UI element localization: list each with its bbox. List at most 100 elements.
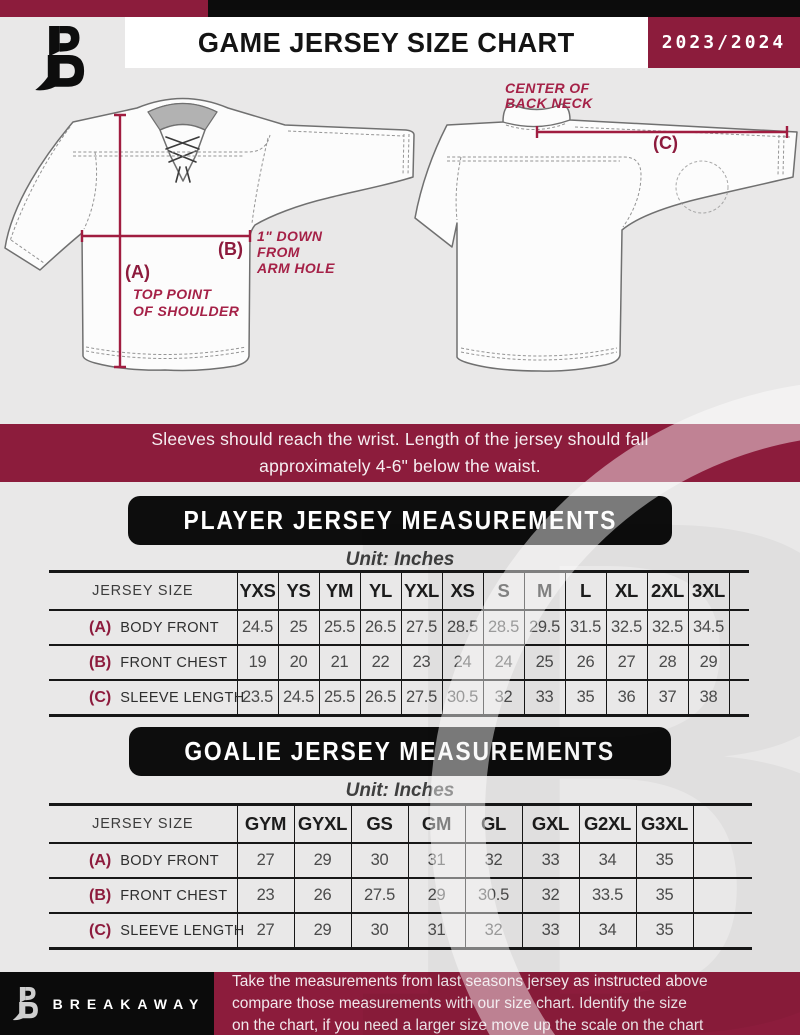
value-cell: 29 — [293, 843, 351, 879]
player-section-header: PLAYER JERSEY MEASUREMENTS Unit: Inches — [0, 496, 800, 571]
value-cell: 25.5 — [318, 610, 360, 646]
top-point-note-line2: OF SHOULDER — [133, 303, 240, 319]
value-cell: 20 — [277, 645, 319, 681]
value-cell: 24 — [441, 645, 483, 681]
size-col-header: XL — [605, 570, 647, 611]
value-cell: 27 — [236, 913, 294, 950]
back-jersey-illustration — [414, 103, 798, 372]
goalie-section-banner: GOALIE JERSEY MEASUREMENTS — [129, 727, 671, 776]
footer-brand-box: BREAKAWAY — [0, 972, 214, 1035]
empty-cell — [692, 843, 752, 879]
value-cell: 29 — [407, 878, 465, 914]
row-label: (B) FRONT CHEST — [49, 878, 237, 914]
value-cell: 25.5 — [318, 680, 360, 717]
empty-cell — [728, 645, 749, 681]
player-section-title: PLAYER JERSEY MEASUREMENTS — [183, 505, 617, 535]
player-size-table: JERSEY SIZE YXS YS YM YL YXL XS S M L XL… — [49, 570, 749, 717]
size-col-header: YS — [277, 570, 319, 611]
top-strip-black — [208, 0, 800, 17]
footer: BREAKAWAY Take the measurements from las… — [0, 972, 800, 1035]
size-col-header: GL — [464, 803, 522, 844]
value-cell: 26 — [293, 878, 351, 914]
value-cell: 28.5 — [441, 610, 483, 646]
value-cell: 34 — [578, 843, 636, 879]
measure-key: (B) — [89, 653, 112, 671]
value-cell: 25 — [523, 645, 565, 681]
measure-label-c: (C) — [653, 133, 678, 153]
size-col-header: GM — [407, 803, 465, 844]
measure-name: SLEEVE LENGTH — [120, 922, 245, 939]
breakaway-b-logo — [35, 26, 85, 91]
value-cell: 19 — [236, 645, 278, 681]
value-cell: 30 — [350, 913, 408, 950]
size-col-header: YM — [318, 570, 360, 611]
value-cell: 29.5 — [523, 610, 565, 646]
breakaway-b-logo-small — [12, 986, 38, 1020]
value-cell: 27 — [605, 645, 647, 681]
value-cell: 32 — [482, 680, 524, 717]
page-title: GAME JERSEY SIZE CHART — [198, 26, 575, 58]
arm-hole-note-line1: 1" DOWN — [257, 228, 323, 244]
size-col-header: XS — [441, 570, 483, 611]
value-cell: 26.5 — [359, 610, 401, 646]
goalie-section-title: GOALIE JERSEY MEASUREMENTS — [184, 736, 616, 766]
row-label: (A) BODY FRONT — [49, 610, 237, 646]
top-strip-maroon — [0, 0, 208, 17]
brand-name: BREAKAWAY — [52, 995, 206, 1012]
value-cell: 31 — [407, 843, 465, 879]
footer-line1: Take the measurements from last seasons … — [232, 972, 708, 990]
season-badge: 2023/2024 — [648, 17, 800, 68]
back-neck-note-line2: BACK NECK — [505, 95, 593, 111]
fit-notice-line2: approximately 4-6" below the waist. — [259, 456, 541, 476]
empty-cell — [728, 570, 749, 611]
value-cell: 28.5 — [482, 610, 524, 646]
empty-cell — [692, 878, 752, 914]
measure-name: SLEEVE LENGTH — [120, 689, 245, 706]
value-cell: 32.5 — [646, 610, 688, 646]
value-cell: 35 — [635, 843, 693, 879]
empty-cell — [692, 913, 752, 950]
value-cell: 35 — [635, 878, 693, 914]
top-point-note-line1: TOP POINT — [133, 286, 212, 302]
size-col-header: 2XL — [646, 570, 688, 611]
measure-name: BODY FRONT — [120, 852, 220, 869]
fit-notice-banner: Sleeves should reach the wrist. Length o… — [0, 424, 800, 482]
goalie-unit-label: Unit: Inches — [345, 780, 455, 801]
empty-cell — [728, 680, 749, 717]
back-neck-note-line1: CENTER OF — [505, 80, 590, 96]
value-cell: 36 — [605, 680, 647, 717]
table-row: (C) SLEEVE LENGTH 27 29 30 31 32 33 34 35 — [49, 913, 752, 950]
value-cell: 37 — [646, 680, 688, 717]
empty-cell — [728, 610, 749, 646]
measure-key: (C) — [89, 921, 112, 939]
front-jersey-illustration — [4, 97, 415, 372]
size-col-header: GXL — [521, 803, 579, 844]
value-cell: 26.5 — [359, 680, 401, 717]
size-col-header: G3XL — [635, 803, 693, 844]
goalie-section-header: GOALIE JERSEY MEASUREMENTS Unit: Inches — [0, 727, 800, 802]
table-corner-label: JERSEY SIZE — [49, 803, 237, 844]
measure-name: FRONT CHEST — [120, 654, 228, 671]
size-col-header: GYXL — [293, 803, 351, 844]
table-row: (C) SLEEVE LENGTH 23.5 24.5 25.5 26.5 27.… — [49, 680, 749, 717]
table-row: (A) BODY FRONT 27 29 30 31 32 33 34 35 — [49, 843, 752, 879]
footer-instructions: Take the measurements from last seasons … — [214, 972, 800, 1035]
table-corner-label: JERSEY SIZE — [49, 570, 237, 611]
value-cell: 34.5 — [687, 610, 729, 646]
jersey-diagrams: CENTER OF BACK NECK (C) (B) 1" DOWN FROM… — [4, 80, 798, 372]
footer-line2: compare those measurements with our size… — [232, 994, 687, 1012]
footer-line3: on the chart, if you need a larger size … — [232, 1016, 704, 1034]
size-col-header: GYM — [236, 803, 294, 844]
measure-name: BODY FRONT — [120, 619, 220, 636]
value-cell: 35 — [635, 913, 693, 950]
row-label: (A) BODY FRONT — [49, 843, 237, 879]
measure-name: FRONT CHEST — [120, 887, 228, 904]
player-unit-label: Unit: Inches — [345, 549, 455, 570]
value-cell: 32 — [464, 913, 522, 950]
value-cell: 27 — [236, 843, 294, 879]
value-cell: 24.5 — [236, 610, 278, 646]
value-cell: 23 — [400, 645, 442, 681]
fit-notice-line1: Sleeves should reach the wrist. Length o… — [151, 429, 649, 450]
value-cell: 27.5 — [400, 680, 442, 717]
